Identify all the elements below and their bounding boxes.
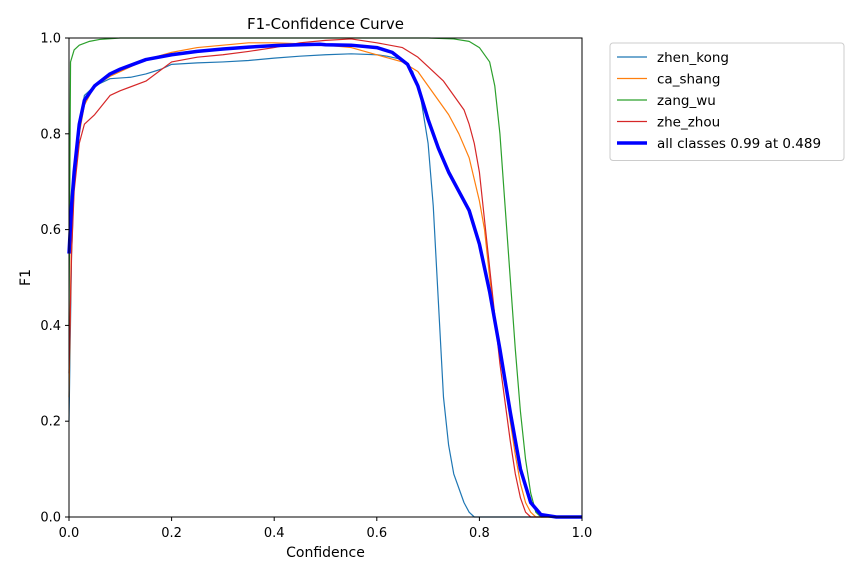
y-tick-label: 1.0 [40, 32, 61, 47]
y-tick-label: 0.4 [40, 319, 61, 334]
y-tick-label: 0.2 [40, 415, 61, 430]
series-line-zang-wu [68, 37, 582, 518]
series-line-zhe-zhou [68, 38, 582, 518]
legend-entry-label: all classes 0.99 at 0.489 [657, 136, 821, 152]
y-tick-label: 0.0 [40, 511, 61, 526]
x-tick-label: 0.8 [469, 526, 490, 541]
x-tick-label: 0.4 [264, 526, 285, 541]
x-tick-label: 0.2 [161, 526, 182, 541]
series-layer [67, 37, 582, 519]
chart-title: F1-Confidence Curve [247, 15, 404, 33]
series-line-all [67, 42, 582, 519]
x-axis-label: Confidence [286, 545, 365, 561]
axes-frame [68, 37, 583, 518]
y-axis-ticks: 0.0 0.2 0.4 0.6 0.8 1.0 [40, 32, 69, 526]
y-tick-label: 0.6 [40, 223, 61, 238]
x-tick-label: 1.0 [572, 526, 593, 541]
legend-box [609, 42, 845, 161]
series-line-zhen-kong [68, 53, 582, 518]
y-axis-label: F1 [18, 269, 34, 286]
legend-entry-label: zang_wu [657, 93, 716, 109]
legend-entry-label: zhen_kong [657, 50, 729, 66]
series-line-ca-shang [68, 42, 582, 518]
x-tick-label: 0.0 [59, 526, 80, 541]
y-tick-label: 0.8 [40, 127, 61, 142]
legend-entry-label: ca_shang [657, 72, 720, 88]
x-tick-label: 0.6 [366, 526, 387, 541]
x-axis-ticks: 0.0 0.2 0.4 0.6 0.8 1.0 [59, 517, 593, 541]
legend-entry-label: zhe_zhou [657, 115, 720, 131]
